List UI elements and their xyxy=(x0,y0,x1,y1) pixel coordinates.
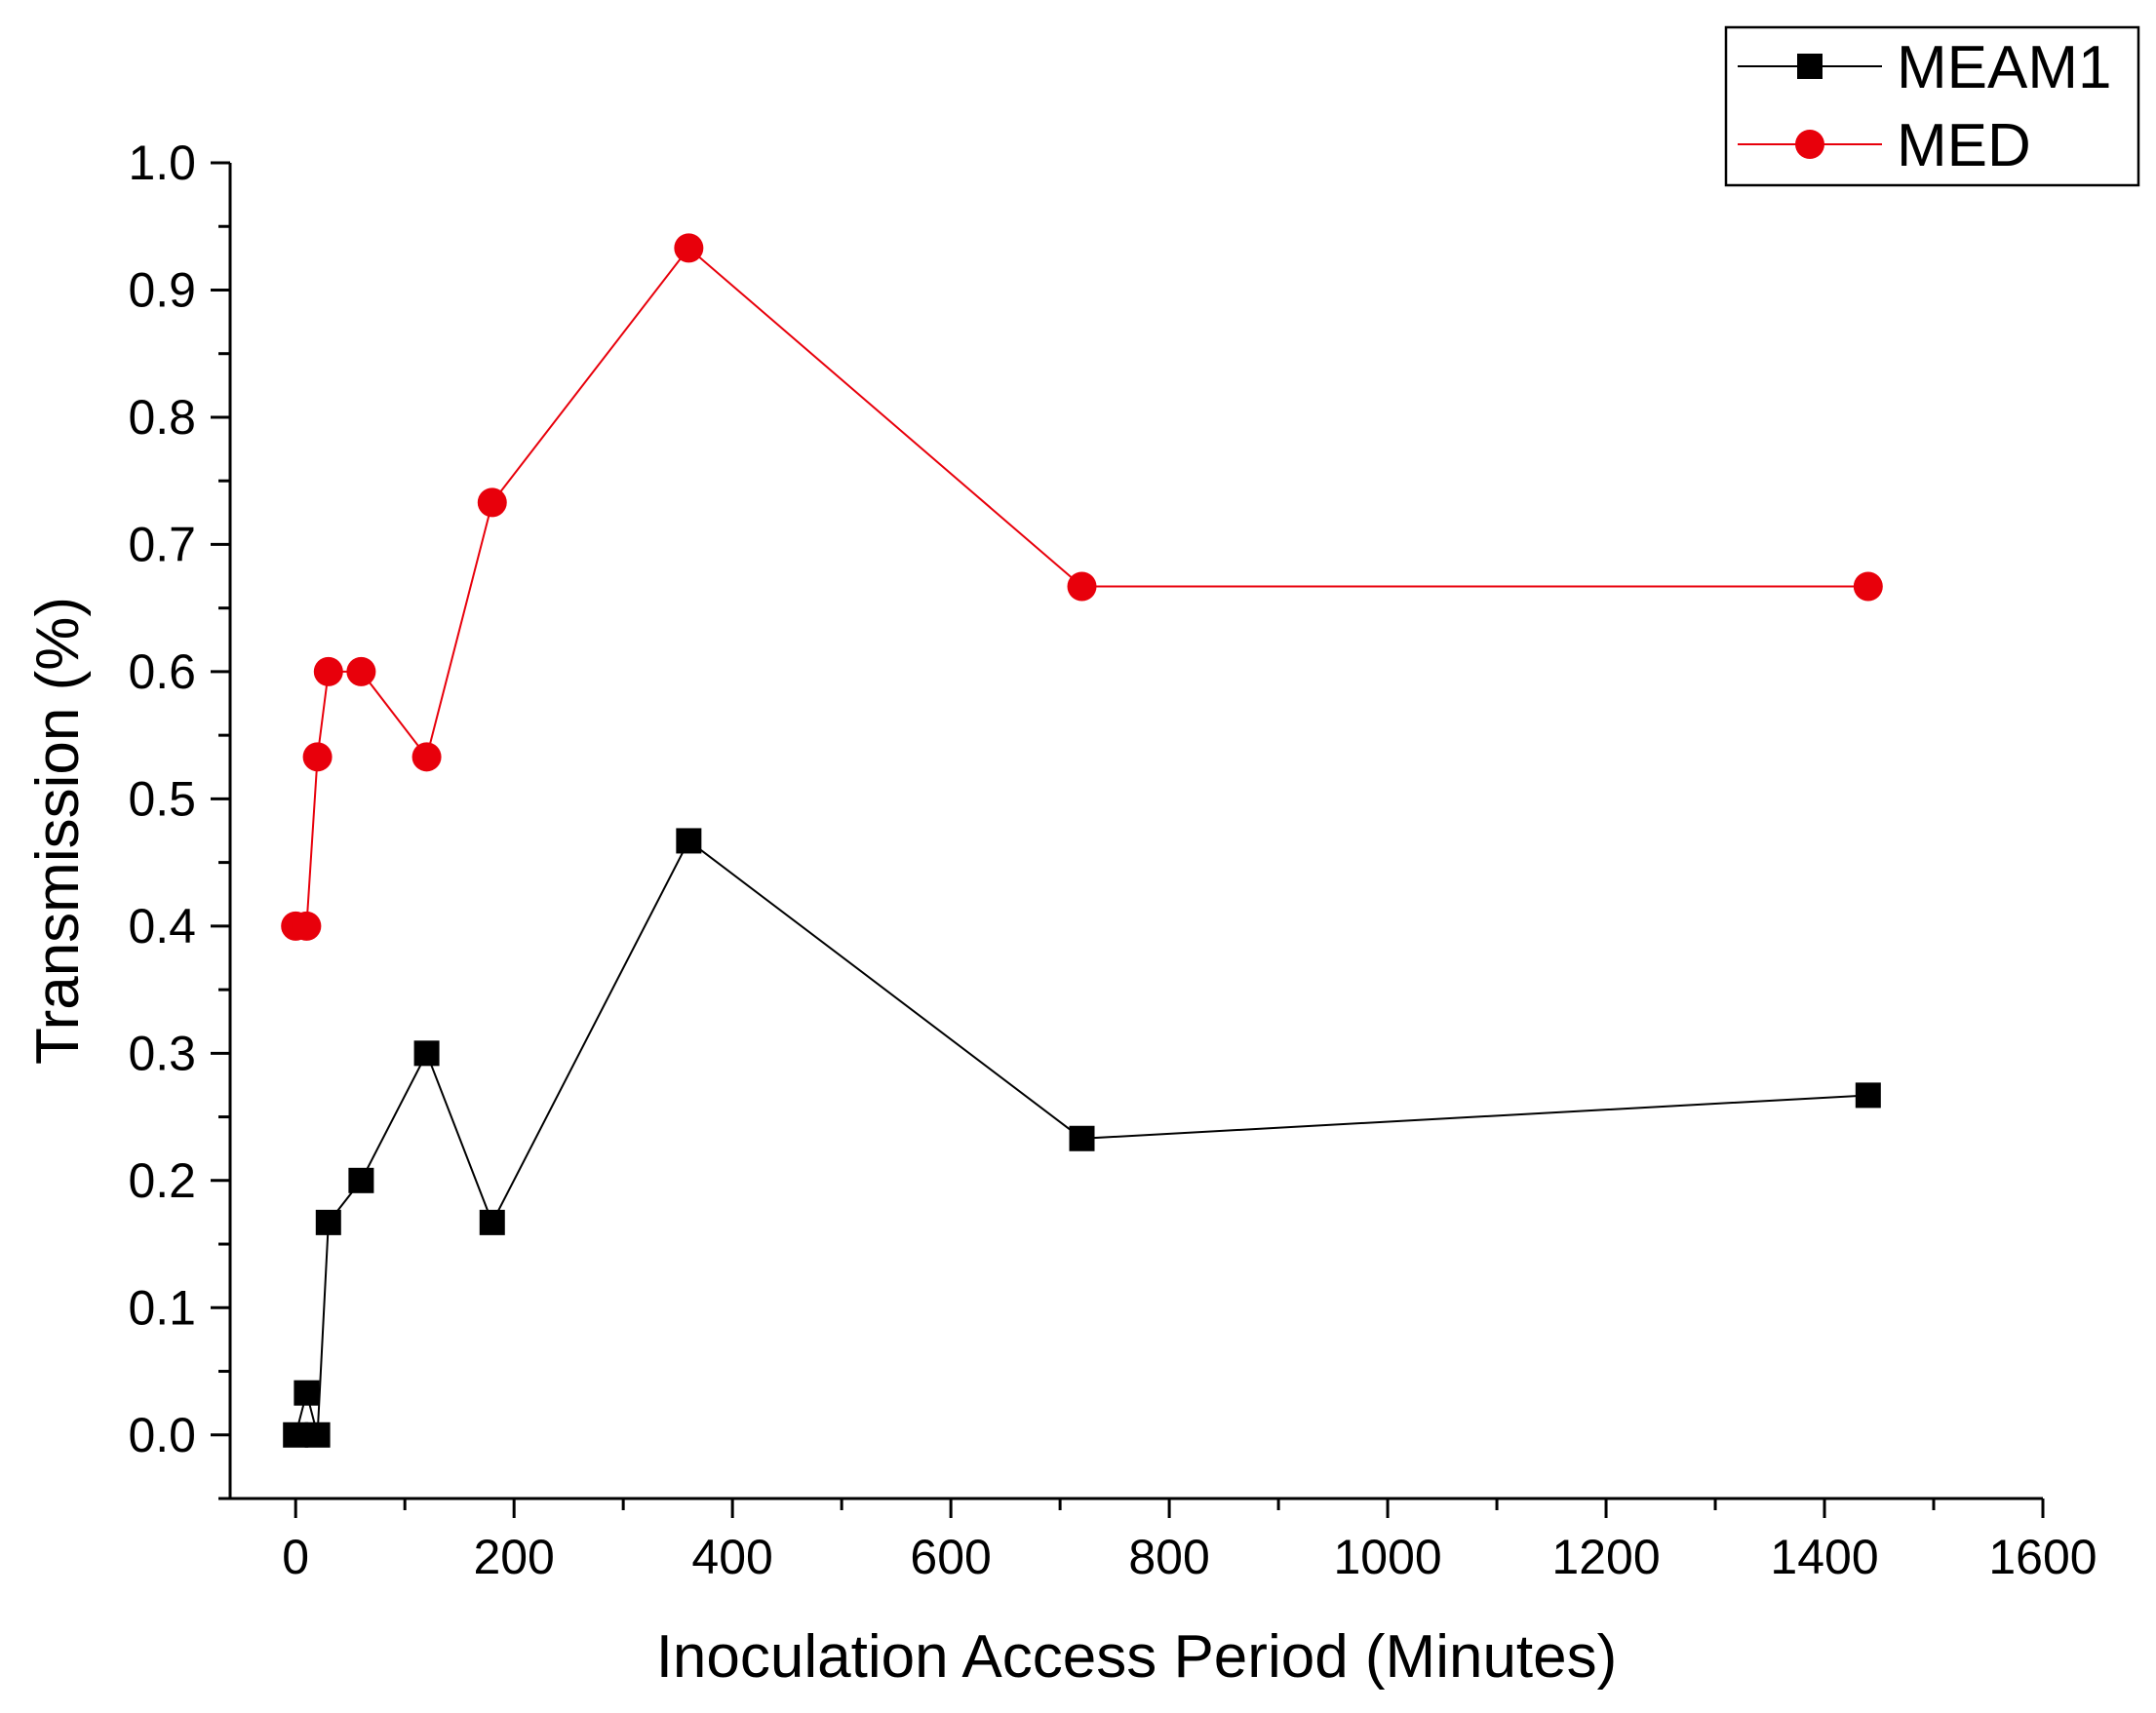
y-tick-label: 0.8 xyxy=(128,390,196,445)
data-point-med xyxy=(292,911,322,941)
series-meam1 xyxy=(283,828,1881,1448)
y-tick-label: 0.0 xyxy=(128,1408,196,1462)
y-axis-label: Transmission (%) xyxy=(24,597,92,1065)
x-tick-label: 1600 xyxy=(1988,1530,2097,1584)
legend-marker-circle xyxy=(1795,130,1824,159)
legend-entry-meam1: MEAM1 xyxy=(1738,34,2111,101)
data-point-meam1 xyxy=(348,1167,374,1193)
x-axis-label: Inoculation Access Period (Minutes) xyxy=(656,1623,1618,1691)
data-point-meam1 xyxy=(294,1380,320,1406)
data-point-med xyxy=(1853,571,1883,602)
legend-marker-square xyxy=(1797,54,1823,79)
x-tick-label: 400 xyxy=(691,1530,772,1584)
data-point-med xyxy=(1067,571,1097,602)
data-point-meam1 xyxy=(315,1209,341,1235)
y-tick-label: 0.5 xyxy=(128,771,196,826)
x-tick-label: 1400 xyxy=(1770,1530,1878,1584)
x-tick-label: 1000 xyxy=(1333,1530,1441,1584)
data-point-med xyxy=(412,742,442,772)
y-tick-label: 0.2 xyxy=(128,1153,196,1208)
y-tick-label: 0.6 xyxy=(128,644,196,699)
x-tick-label: 600 xyxy=(910,1530,991,1584)
data-point-meam1 xyxy=(479,1209,505,1235)
legend-label: MEAM1 xyxy=(1897,34,2111,101)
legend-entry-med: MED xyxy=(1738,112,2031,179)
data-point-med xyxy=(313,656,343,686)
x-tick-label: 1200 xyxy=(1551,1530,1660,1584)
legend-entries: MEAM1 MED xyxy=(1738,34,2111,179)
legend-box xyxy=(1724,25,2140,187)
series-layer xyxy=(281,233,1883,1448)
data-point-meam1 xyxy=(304,1421,331,1448)
x-tick-label: 800 xyxy=(1128,1530,1209,1584)
y-tick-label: 0.3 xyxy=(128,1026,196,1080)
y-tick-label: 0.1 xyxy=(128,1280,196,1335)
data-point-med xyxy=(477,487,507,518)
series-line-meam1 xyxy=(294,838,1868,1436)
data-point-meam1 xyxy=(1069,1125,1095,1151)
y-axis-ticks: 0.0 0.1 0.2 0.3 0.4 0.5 0.6 0.7 0.8 0.9 1.0 xyxy=(128,136,230,1500)
data-point-med xyxy=(346,656,376,686)
data-point-meam1 xyxy=(413,1040,440,1067)
data-point-meam1 xyxy=(283,1421,309,1448)
series-line-med xyxy=(295,246,1868,927)
y-tick-label: 0.9 xyxy=(128,262,196,317)
legend-label: MED xyxy=(1897,112,2031,179)
y-tick-label: 1.0 xyxy=(128,136,196,190)
series-med xyxy=(281,233,1883,941)
legend: MEAM1 MED xyxy=(1724,25,2140,187)
y-tick-label: 0.7 xyxy=(128,517,196,571)
x-axis-ticks: 0 200 400 600 800 1000 1200 1400 1600 xyxy=(282,1499,2097,1584)
data-point-med xyxy=(674,233,704,263)
data-point-meam1 xyxy=(1855,1082,1881,1109)
y-tick-label: 0.4 xyxy=(128,899,196,954)
data-point-med xyxy=(302,742,333,772)
x-tick-label: 0 xyxy=(282,1530,309,1584)
x-tick-label: 200 xyxy=(473,1530,554,1584)
data-point-meam1 xyxy=(676,828,702,854)
